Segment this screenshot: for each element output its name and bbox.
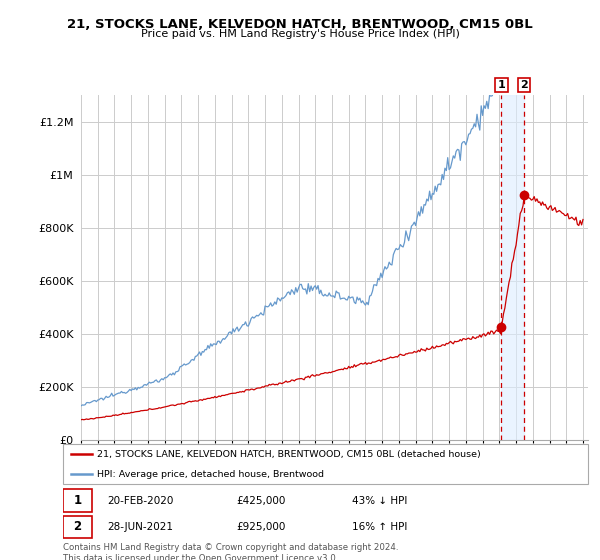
Text: 20-FEB-2020: 20-FEB-2020	[107, 496, 174, 506]
Text: £925,000: £925,000	[236, 522, 286, 532]
Text: Contains HM Land Registry data © Crown copyright and database right 2024.
This d: Contains HM Land Registry data © Crown c…	[63, 543, 398, 560]
Text: 2: 2	[73, 520, 82, 534]
Text: 1: 1	[497, 80, 505, 90]
Text: 28-JUN-2021: 28-JUN-2021	[107, 522, 173, 532]
Text: Price paid vs. HM Land Registry's House Price Index (HPI): Price paid vs. HM Land Registry's House …	[140, 29, 460, 39]
Bar	[502, 95, 524, 440]
Text: 21, STOCKS LANE, KELVEDON HATCH, BRENTWOOD, CM15 0BL: 21, STOCKS LANE, KELVEDON HATCH, BRENTWO…	[67, 18, 533, 31]
FancyBboxPatch shape	[63, 516, 92, 538]
Text: 16% ↑ HPI: 16% ↑ HPI	[352, 522, 407, 532]
Text: 2: 2	[520, 80, 528, 90]
FancyBboxPatch shape	[63, 444, 588, 484]
FancyBboxPatch shape	[63, 489, 92, 512]
Text: 21, STOCKS LANE, KELVEDON HATCH, BRENTWOOD, CM15 0BL (detached house): 21, STOCKS LANE, KELVEDON HATCH, BRENTWO…	[97, 450, 481, 459]
Text: £425,000: £425,000	[236, 496, 286, 506]
Text: HPI: Average price, detached house, Brentwood: HPI: Average price, detached house, Bren…	[97, 470, 324, 479]
Text: 43% ↓ HPI: 43% ↓ HPI	[352, 496, 407, 506]
Text: 1: 1	[73, 494, 82, 507]
